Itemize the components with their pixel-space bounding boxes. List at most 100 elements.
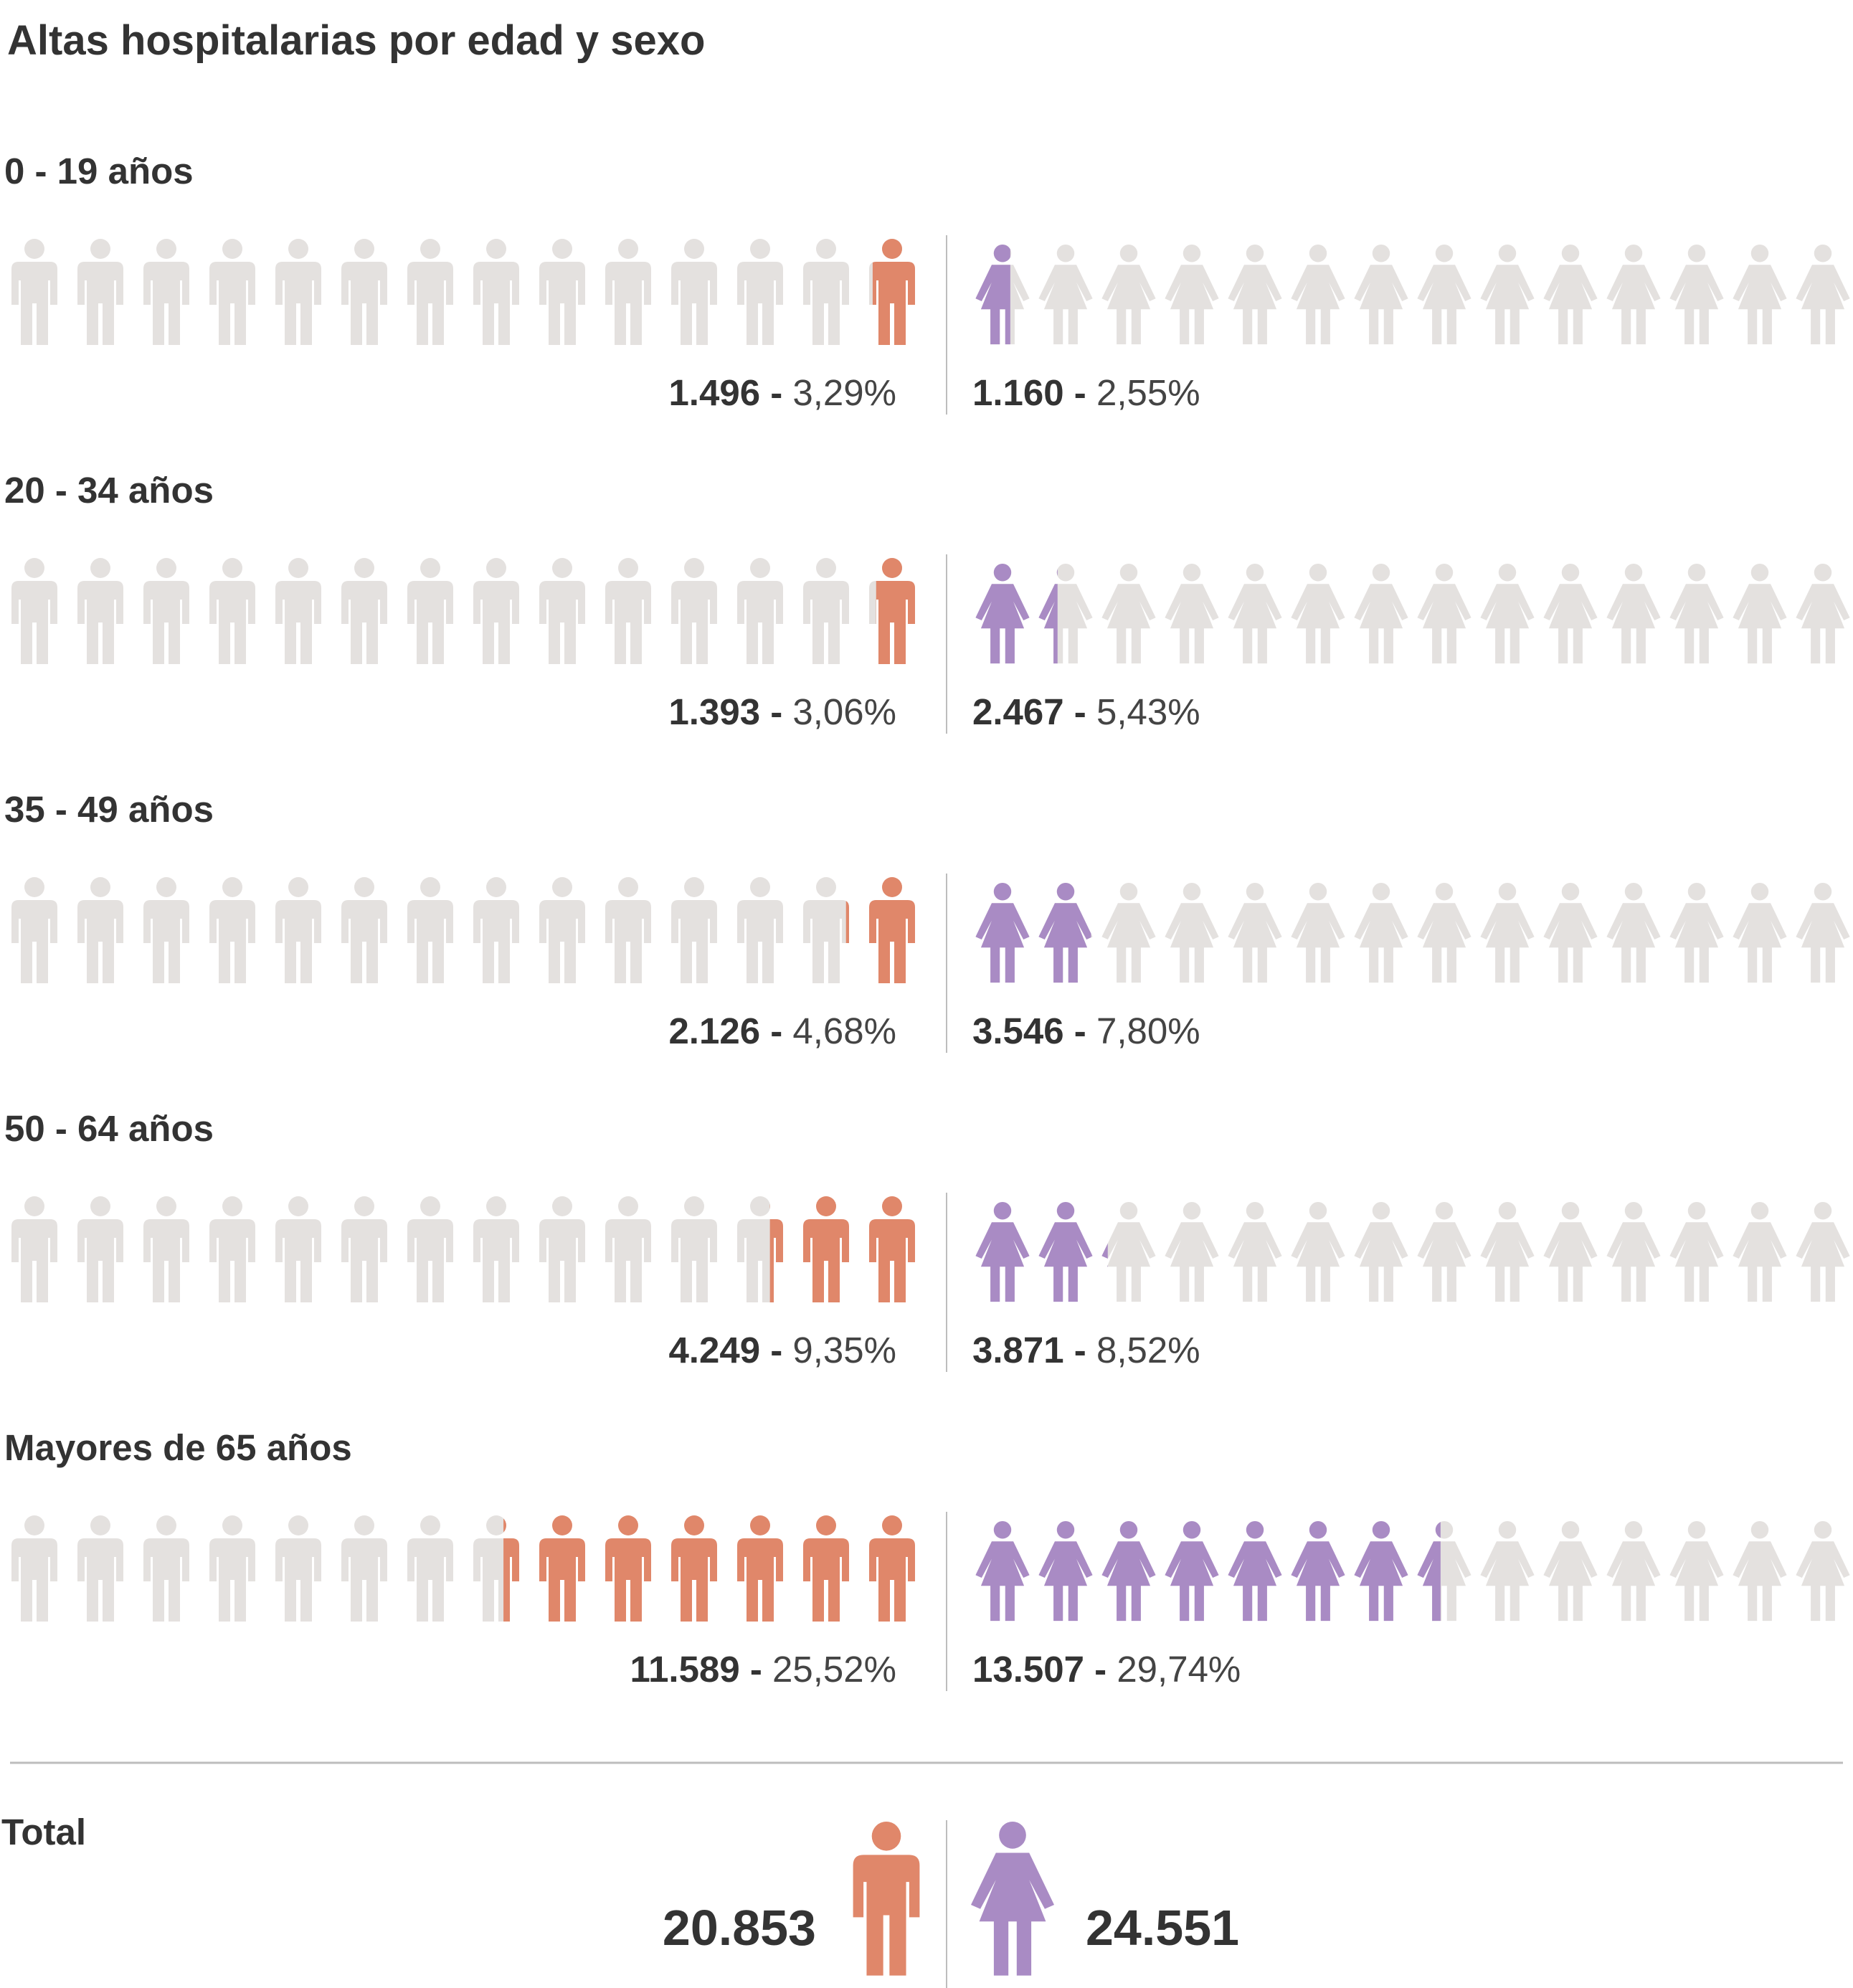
woman-icon (1354, 883, 1408, 983)
man-icon (473, 1515, 519, 1622)
woman-icon (975, 564, 1030, 664)
man-icon (869, 1515, 915, 1622)
man-icon (539, 558, 585, 664)
woman-icon (1733, 1521, 1787, 1622)
woman-icon (1543, 245, 1598, 345)
man-icon (407, 877, 453, 983)
female-percent: 8,52% (1096, 1330, 1200, 1371)
male-value-label: 2.126 - 4,68% (668, 1010, 896, 1051)
female-value-label: 1.160 - 2,55% (972, 372, 1200, 413)
woman-icon (1291, 1202, 1345, 1302)
woman-icon (1101, 564, 1156, 664)
female-count: 1.160 - (972, 372, 1096, 413)
male-count: 1.393 - (668, 691, 792, 732)
man-icon (605, 1515, 651, 1622)
man-icon (803, 558, 849, 664)
man-icon (341, 239, 387, 345)
woman-icon (1733, 564, 1787, 664)
man-icon (11, 558, 57, 664)
woman-icon (1165, 883, 1219, 983)
woman-icon (1669, 245, 1724, 345)
female-value-label: 13.507 - 29,74% (972, 1649, 1241, 1690)
total-female-count: 24.551 (1086, 1900, 1239, 1956)
female-percent: 5,43% (1096, 691, 1200, 732)
woman-icon (1228, 564, 1282, 664)
man-icon (869, 558, 915, 664)
man-icon (473, 877, 519, 983)
man-icon (671, 877, 717, 983)
woman-icon (1543, 1521, 1598, 1622)
man-icon (275, 558, 321, 664)
woman-icon (1354, 1202, 1408, 1302)
woman-icon (1101, 1202, 1156, 1302)
male-percent: 3,06% (792, 691, 896, 732)
female-percent: 7,80% (1096, 1010, 1200, 1051)
woman-icon (1228, 245, 1282, 345)
woman-icon (1101, 245, 1156, 345)
woman-icon (1101, 883, 1156, 983)
woman-icon (975, 1521, 1030, 1622)
man-icon (473, 558, 519, 664)
age-group-label: 0 - 19 años (4, 151, 194, 191)
woman-icon (1038, 1202, 1093, 1302)
age-group: 0 - 19 años 1.496 - 3,29% 1.160 - 2,55% (4, 151, 1850, 415)
man-icon (341, 1515, 387, 1622)
male-value-label: 4.249 - 9,35% (668, 1330, 896, 1371)
woman-icon (1165, 1202, 1219, 1302)
man-icon (143, 1196, 189, 1302)
man-icon (341, 1196, 387, 1302)
female-value-label: 2.467 - 5,43% (972, 691, 1200, 732)
woman-icon (1796, 564, 1850, 664)
man-icon (869, 877, 915, 983)
woman-icon (975, 245, 1030, 345)
woman-icon (1480, 1202, 1535, 1302)
woman-icon (1165, 1521, 1219, 1622)
woman-icon (1796, 1202, 1850, 1302)
woman-icon (1480, 1521, 1535, 1622)
man-icon (737, 877, 783, 983)
woman-icon (1038, 1521, 1093, 1622)
male-percent: 4,68% (792, 1010, 896, 1051)
man-icon (11, 1515, 57, 1622)
man-icon (539, 877, 585, 983)
woman-icon (1606, 245, 1661, 345)
woman-icon (1038, 245, 1093, 345)
woman-icon (1291, 245, 1345, 345)
woman-icon (1417, 245, 1472, 345)
man-icon (77, 1196, 123, 1302)
man-icon (737, 239, 783, 345)
woman-icon (1796, 883, 1850, 983)
man-icon (143, 877, 189, 983)
woman-icon (1417, 564, 1472, 664)
female-count: 13.507 - (972, 1649, 1117, 1690)
total-woman-icon (971, 1822, 1054, 1976)
man-icon (11, 877, 57, 983)
man-icon (407, 558, 453, 664)
man-icon (11, 1196, 57, 1302)
man-icon (143, 1515, 189, 1622)
female-value-label: 3.546 - 7,80% (972, 1010, 1200, 1051)
man-icon (737, 1196, 783, 1302)
male-percent: 25,52% (772, 1649, 896, 1690)
woman-icon (1543, 883, 1598, 983)
man-icon (671, 1515, 717, 1622)
woman-icon (1291, 883, 1345, 983)
male-percent: 3,29% (792, 372, 896, 413)
woman-icon (1796, 1521, 1850, 1622)
age-group-label: 50 - 64 años (4, 1108, 214, 1149)
woman-icon (1480, 883, 1535, 983)
woman-icon (1165, 245, 1219, 345)
man-icon (671, 1196, 717, 1302)
man-icon (605, 558, 651, 664)
woman-icon (1228, 1202, 1282, 1302)
woman-icon (1417, 1202, 1472, 1302)
man-icon (605, 239, 651, 345)
age-group-label: 20 - 34 años (4, 470, 214, 511)
woman-icon (1354, 245, 1408, 345)
woman-icon (1733, 1202, 1787, 1302)
woman-icon (1669, 564, 1724, 664)
man-icon (275, 239, 321, 345)
man-icon (407, 1515, 453, 1622)
woman-icon (1228, 1521, 1282, 1622)
